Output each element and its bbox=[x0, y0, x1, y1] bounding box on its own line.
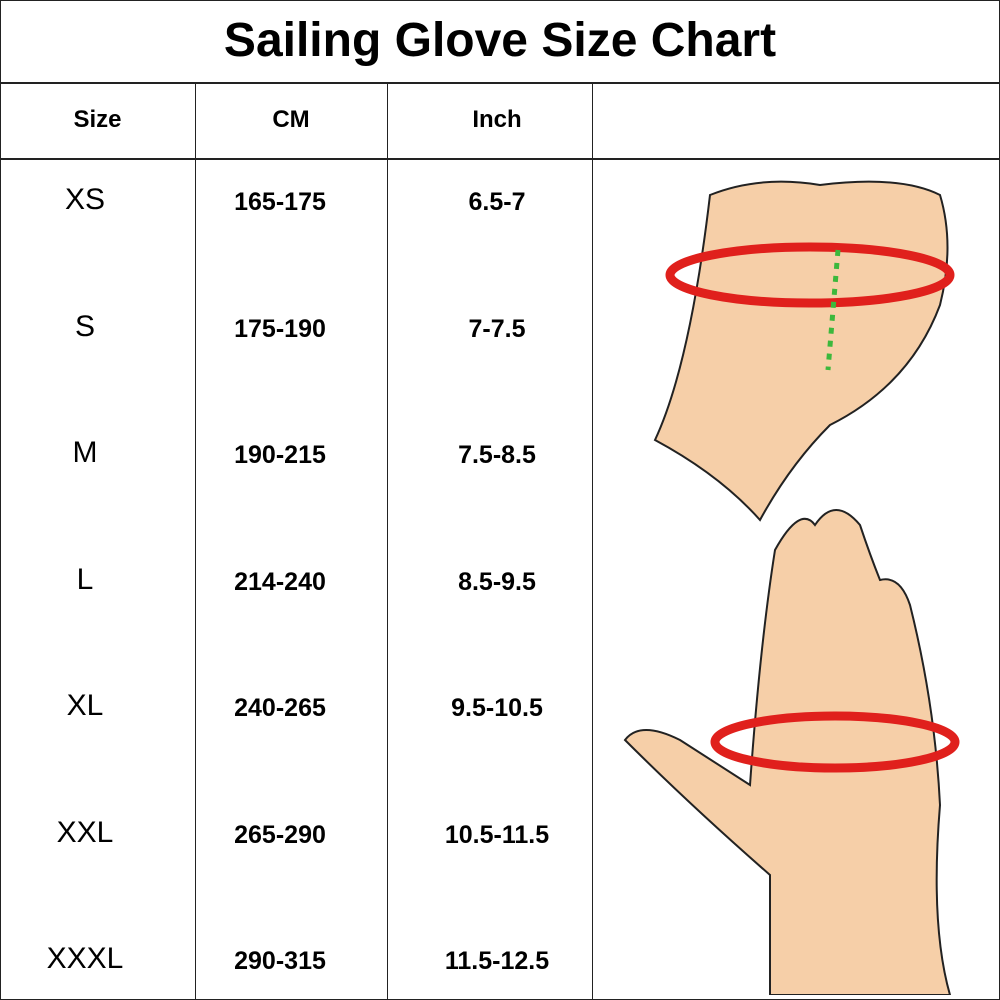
divider bbox=[592, 82, 593, 1000]
inch-cell: 9.5-10.5 bbox=[451, 694, 543, 722]
inch-cell: 7.5-8.5 bbox=[458, 441, 536, 469]
cm-cell: 214-240 bbox=[234, 567, 326, 596]
header-inch: Inch bbox=[472, 106, 522, 133]
size-cell: S bbox=[74, 309, 95, 343]
cm-cell: 190-215 bbox=[234, 441, 326, 469]
size-cell: XS bbox=[64, 183, 106, 216]
inch-cell: 6.5-7 bbox=[468, 188, 526, 216]
inch-cell: 11.5-12.5 bbox=[444, 947, 550, 975]
cm-cell: 290-315 bbox=[234, 947, 326, 975]
inch-cell: 8.5-9.5 bbox=[458, 567, 536, 596]
header-size: Size bbox=[73, 106, 122, 133]
divider bbox=[0, 158, 592, 160]
size-cell: XXXL bbox=[46, 942, 124, 975]
cm-cell: 165-175 bbox=[234, 188, 326, 216]
page-title: Sailing Glove Size Chart bbox=[0, 0, 1000, 84]
cm-cell: 265-290 bbox=[234, 820, 326, 849]
size-cell: M bbox=[72, 436, 98, 469]
divider bbox=[387, 82, 388, 1000]
inch-cell: 7-7.5 bbox=[468, 314, 526, 343]
cm-cell: 175-190 bbox=[234, 314, 326, 343]
inch-cell: 10.5-11.5 bbox=[444, 820, 550, 849]
header-cm: CM bbox=[272, 106, 310, 133]
size-cell: XL bbox=[66, 689, 104, 722]
divider bbox=[592, 158, 1000, 160]
size-cell: XXL bbox=[56, 815, 114, 849]
hand-measurement-illustration bbox=[623, 180, 960, 995]
cm-cell: 240-265 bbox=[234, 694, 326, 722]
divider bbox=[195, 82, 196, 1000]
size-cell: L bbox=[76, 562, 94, 596]
